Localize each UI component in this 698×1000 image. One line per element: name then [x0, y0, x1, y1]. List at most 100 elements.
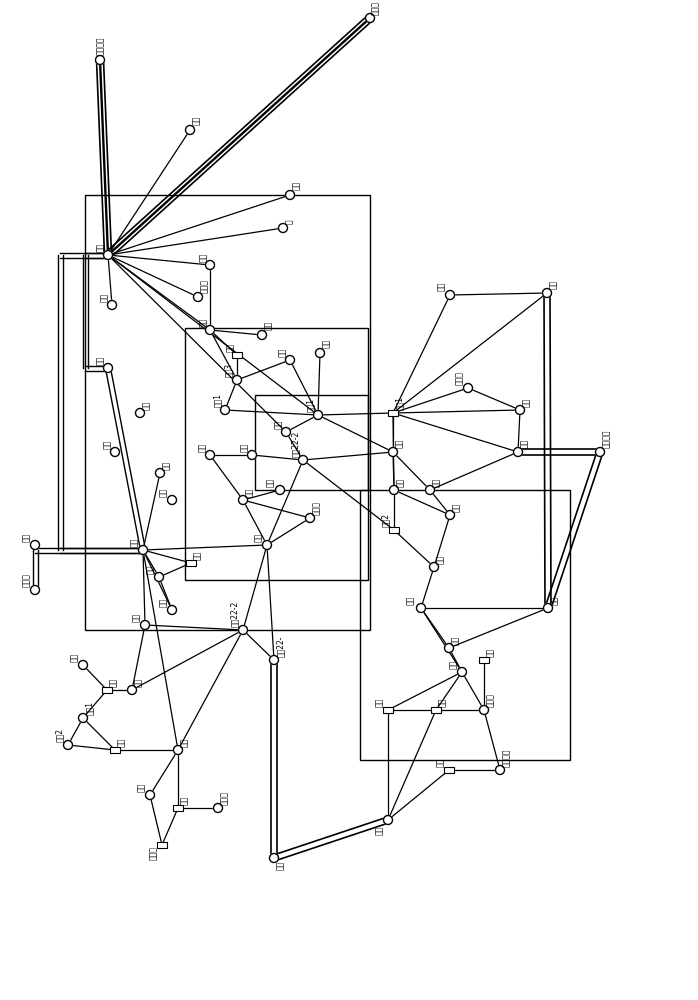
Text: 桐柏: 桐柏	[244, 488, 253, 497]
Circle shape	[457, 668, 466, 676]
Circle shape	[107, 300, 117, 310]
Circle shape	[595, 448, 604, 456]
Circle shape	[135, 408, 144, 418]
Circle shape	[463, 383, 473, 392]
Text: 联河: 联河	[239, 443, 248, 452]
Text: 郑州: 郑州	[394, 439, 403, 448]
Text: 凤凰: 凤凰	[278, 348, 286, 357]
Text: 新窑: 新窑	[431, 478, 440, 487]
Circle shape	[281, 428, 290, 436]
Circle shape	[544, 603, 553, 612]
Circle shape	[313, 410, 322, 420]
Text: 姚尧电厂: 姚尧电厂	[602, 430, 611, 448]
Text: 红旗: 红旗	[142, 401, 151, 410]
Circle shape	[445, 290, 454, 300]
Text: 博文: 博文	[274, 420, 283, 429]
Circle shape	[31, 540, 40, 550]
Text: 峡客: 峡客	[133, 678, 142, 687]
Circle shape	[174, 746, 182, 754]
Text: 启迪: 启迪	[436, 758, 445, 767]
Text: 商鼎: 商鼎	[191, 116, 200, 125]
Circle shape	[138, 546, 147, 554]
Text: 哈密直流: 哈密直流	[96, 36, 105, 55]
Circle shape	[480, 706, 489, 714]
Text: 密东1: 密东1	[394, 396, 403, 410]
Circle shape	[205, 260, 214, 269]
Text: 神奈: 神奈	[449, 660, 457, 669]
Text: 谢庄: 谢庄	[292, 181, 301, 190]
Circle shape	[445, 644, 454, 652]
Circle shape	[239, 626, 248, 635]
Circle shape	[239, 495, 248, 504]
Text: 鲁庄: 鲁庄	[179, 796, 188, 805]
Text: 嵩山22-: 嵩山22-	[276, 636, 285, 657]
Circle shape	[156, 468, 165, 478]
Text: 环琴: 环琴	[265, 478, 274, 487]
Circle shape	[31, 585, 40, 594]
Text: 郑燃: 郑燃	[158, 598, 168, 607]
Text: 鹤鸣: 鹤鸣	[406, 596, 415, 605]
Text: 豫联1: 豫联1	[84, 701, 94, 715]
Circle shape	[417, 603, 426, 612]
Circle shape	[128, 686, 137, 694]
Circle shape	[145, 790, 154, 800]
Text: 鹏飞: 鹏飞	[70, 653, 78, 662]
Bar	[173, 805, 183, 811]
Circle shape	[366, 13, 375, 22]
Circle shape	[103, 250, 112, 259]
Text: 郑州1: 郑州1	[306, 398, 315, 412]
Circle shape	[279, 224, 288, 232]
Text: 索河: 索河	[131, 613, 140, 622]
Text: 密东: 密东	[396, 478, 405, 487]
Circle shape	[269, 854, 279, 862]
Text: 当芋: 当芋	[276, 861, 285, 870]
Text: 密窑: 密窑	[452, 503, 461, 512]
Text: 登封: 登封	[486, 648, 494, 657]
Circle shape	[205, 326, 214, 334]
Text: 石佛: 石佛	[161, 461, 170, 470]
Circle shape	[299, 456, 308, 464]
Circle shape	[389, 448, 397, 456]
Circle shape	[248, 450, 256, 460]
Text: 金位: 金位	[322, 339, 330, 348]
Text: 通达奉: 通达奉	[219, 791, 228, 805]
Text: 常庄: 常庄	[137, 783, 145, 792]
Text: 庆丰: 庆丰	[145, 565, 154, 574]
Text: 姜和: 姜和	[375, 826, 383, 835]
Circle shape	[78, 660, 87, 670]
Text: 郑东奉: 郑东奉	[200, 279, 209, 293]
Circle shape	[285, 190, 295, 200]
Text: 武周: 武周	[519, 439, 528, 448]
Text: 旃云: 旃云	[549, 280, 558, 289]
Bar	[431, 707, 441, 713]
Text: 智勇: 智勇	[158, 488, 168, 497]
Text: 豫联2: 豫联2	[54, 728, 64, 742]
Circle shape	[315, 349, 325, 358]
Circle shape	[514, 448, 523, 456]
Bar	[389, 527, 399, 533]
Bar	[383, 707, 393, 713]
Bar	[110, 747, 120, 753]
Text: 未央: 未央	[264, 321, 272, 330]
Circle shape	[205, 450, 214, 460]
Bar	[85, 195, 370, 630]
Bar	[232, 352, 242, 358]
Circle shape	[154, 572, 163, 582]
Text: 姜寨: 姜寨	[103, 440, 112, 449]
Text: 神宗: 神宗	[450, 636, 459, 645]
Text: 登封南: 登封南	[486, 693, 494, 707]
Text: 启迪自备: 启迪自备	[501, 748, 510, 767]
Text: 密北: 密北	[375, 698, 383, 707]
Text: 柳林: 柳林	[96, 356, 105, 365]
Circle shape	[383, 816, 392, 824]
Text: 咏: 咏	[285, 219, 293, 224]
Circle shape	[96, 55, 105, 64]
Text: 笼云: 笼云	[179, 738, 188, 747]
Circle shape	[140, 620, 149, 630]
Text: 宣化: 宣化	[438, 698, 447, 707]
Circle shape	[103, 363, 112, 372]
Circle shape	[269, 656, 279, 664]
Bar	[185, 328, 368, 580]
Text: 陈庄: 陈庄	[521, 398, 530, 407]
Circle shape	[389, 486, 399, 494]
